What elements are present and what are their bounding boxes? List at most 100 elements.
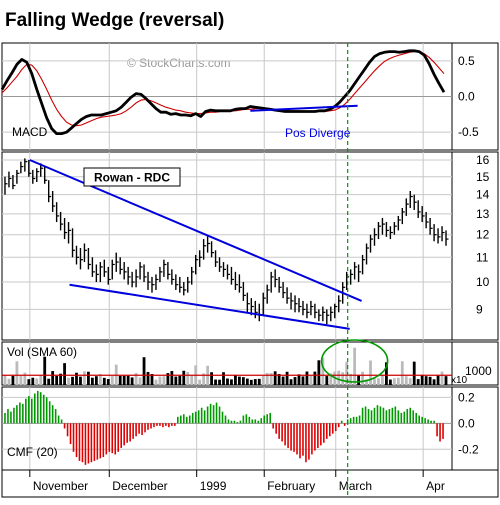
volume-bar [392,378,396,385]
volume-bar [130,377,134,385]
volume-bar [31,377,35,385]
volume-bar [361,371,364,385]
cmf-tick-label: 0.2 [458,390,475,404]
volume-bar [51,371,55,385]
volume-bar [23,372,27,385]
cmf-tick-label: 0.0 [458,416,475,430]
volume-bar [214,379,217,385]
volume-bar [142,357,146,385]
volume-bar [424,376,428,385]
x-axis-label: December [112,479,167,493]
volume-bar [301,376,305,385]
volume-bar [269,373,273,385]
volume-bar [249,379,253,385]
x-axis-label: 1999 [200,479,227,493]
price-panel: 16 15 14 13 12 11 10 9 Rowan - RDC [1,151,499,341]
volume-bar [174,376,178,385]
macd-tick-label: 0.0 [458,90,475,104]
volume-bar [388,379,392,385]
volume-bar [305,371,309,385]
volume-bar [381,375,384,385]
volume-bar [102,377,106,385]
volume-bar [325,376,329,385]
volume-bar [349,373,353,385]
volume-bar [265,372,269,385]
volume-bar [416,379,420,385]
volume-bar [329,373,333,385]
volume-bar [79,376,82,385]
volume-bar [353,347,357,385]
volume-bar [122,375,126,385]
volume-bar [59,373,63,385]
volume-unit-label: x10 [451,375,468,386]
volume-bar [241,377,245,385]
macd-label: MACD [12,125,48,139]
volume-bar [293,377,297,385]
volume-bar [226,378,229,385]
volume-bar [245,378,249,385]
volume-bar [90,377,94,385]
volume-bar [404,376,408,385]
macd-tick-label: 0.5 [458,54,475,68]
volume-bar [11,375,15,385]
macd-line [0,49,446,135]
volume-bar [146,371,150,385]
volume-bar [365,379,368,385]
volume-bar [317,360,321,385]
volume-bar [230,379,233,385]
volume-bar [202,373,206,385]
price-frame [1,151,499,341]
divergence-annotation: Pos Diverge [285,126,351,140]
wedge-lower-trendline [69,283,350,330]
ticker-label-box [83,167,181,187]
volume-bar [234,375,237,385]
volume-bar [237,376,241,385]
volume-bar [27,379,31,385]
volume-bar [198,379,202,385]
volume-bar [432,379,436,385]
cmf-label: CMF (20) [7,445,58,459]
price-tick-label: 16 [476,153,490,167]
volume-bar [94,376,98,385]
volume-bar [43,356,47,385]
volume-bar [400,361,404,385]
chart-title: Falling Wedge (reversal) [5,10,224,31]
x-axis-label: Apr [426,479,445,493]
volume-bar [257,378,261,385]
volume-bar [63,363,66,385]
volume-bar [87,371,90,385]
volume-bar [126,375,130,385]
volume-bar [134,373,138,385]
volume-bar [178,375,182,385]
volume-bar [436,375,440,385]
macd-tick-label: -0.5 [458,125,479,139]
volume-bar [138,377,142,385]
volume-bar [440,371,444,385]
x-axis-label: March [339,479,372,493]
volume-bar [385,362,388,385]
volume-bar [75,372,78,385]
volume-bar [15,361,19,385]
volume-highlight-ellipse [320,339,389,383]
volume-bar [166,373,170,385]
volume-tick-label: 1000 [465,364,492,378]
volume-bar [412,361,416,385]
volume-bar [261,376,265,385]
volume-bar [39,375,43,385]
volume-bar [210,372,213,385]
volume-bar [71,376,74,385]
divergence-trendline [250,104,358,112]
volume-bar [118,375,122,385]
volume-bar [190,375,194,385]
volume-bar [19,376,23,385]
x-axis-frame [1,469,499,498]
volume-bar [396,377,400,385]
volume-label: Vol (SMA 60) [7,345,77,359]
volume-bar [357,375,360,385]
volume-bar [150,373,154,385]
volume-bar [7,378,11,385]
volume-bar [3,375,7,385]
volume-bar [309,375,313,385]
